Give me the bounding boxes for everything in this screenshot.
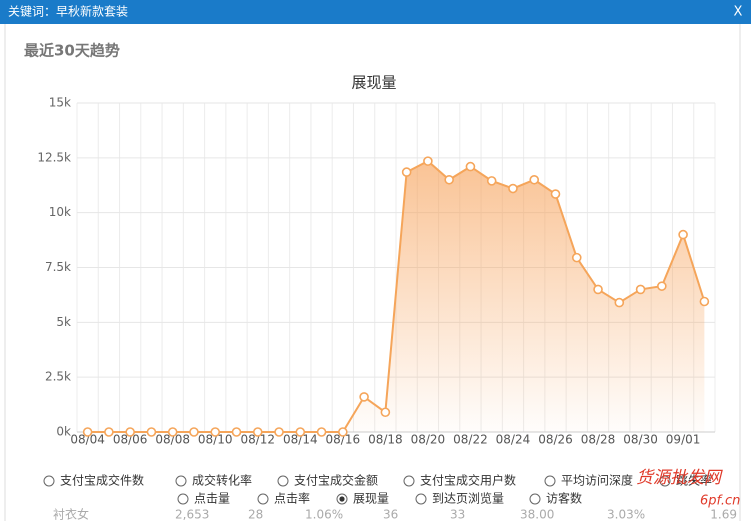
point <box>635 284 646 295</box>
point <box>316 427 327 437</box>
radio[interactable] <box>43 475 55 487</box>
radio[interactable] <box>257 493 269 505</box>
x-tick-label: 08/10 <box>198 433 233 447</box>
title-bar <box>0 0 751 24</box>
point <box>699 296 710 307</box>
y-tick-label: 7.5k <box>45 260 71 274</box>
radio-label[interactable]: 支付宝成交用户数 <box>420 473 516 488</box>
point <box>593 284 603 295</box>
x-tick-label: 08/30 <box>623 433 658 447</box>
point <box>167 427 178 437</box>
dialog-title: 关键词：早秋新款套装 <box>8 4 128 19</box>
radio-label[interactable]: 访客数 <box>546 491 582 506</box>
close-button[interactable]: X <box>734 5 743 20</box>
radio-label[interactable]: 跳失率 <box>676 473 712 488</box>
point <box>423 156 433 166</box>
radio-label[interactable]: 支付宝成交金额 <box>294 473 378 488</box>
point <box>444 174 454 185</box>
x-tick-label: 08/18 <box>368 433 403 447</box>
radio[interactable] <box>403 475 415 487</box>
point <box>125 427 135 437</box>
point <box>380 407 391 418</box>
radio-label[interactable]: 点击率 <box>274 491 310 506</box>
point <box>614 297 625 308</box>
table-cell: 33 <box>450 508 465 522</box>
point <box>252 427 263 437</box>
radio[interactable] <box>415 493 427 505</box>
radio-label[interactable]: 点击量 <box>194 492 230 506</box>
radio-label[interactable]: 展现量 <box>353 492 389 506</box>
radio-dot <box>339 496 345 502</box>
radio[interactable] <box>529 493 541 505</box>
point <box>338 427 348 437</box>
y-tick-label: 5k <box>56 315 71 329</box>
point <box>274 427 284 437</box>
y-tick-label: 0k <box>56 425 71 439</box>
x-tick-label: 08/04 <box>70 433 105 447</box>
y-tick-label: 2.5k <box>45 370 71 384</box>
point <box>82 427 93 437</box>
radio[interactable] <box>177 493 189 505</box>
point <box>231 427 242 437</box>
table-cell: 38.00 <box>520 508 554 522</box>
point <box>401 167 412 177</box>
chart-title: 展现量 <box>351 74 396 92</box>
x-tick-label: 08/12 <box>240 433 275 447</box>
radio-label[interactable]: 支付宝成交件数 <box>60 473 144 488</box>
point <box>550 189 561 199</box>
table-cell: 3.03% <box>607 508 645 522</box>
radio[interactable] <box>544 475 556 487</box>
point <box>529 174 540 185</box>
point <box>657 281 667 291</box>
table-cell: 28 <box>248 508 263 522</box>
radio-label[interactable]: 成交转化率 <box>192 473 252 488</box>
radio-label[interactable]: 平均访问深度 <box>561 473 633 488</box>
table-cell: 1.06% <box>305 508 343 522</box>
x-tick-label: 09/01 <box>666 433 701 447</box>
point <box>678 229 688 240</box>
point <box>571 252 582 263</box>
table-cell: 衬衣女 <box>53 507 89 522</box>
radio[interactable] <box>659 475 671 487</box>
watermark: 货源批发网 <box>636 468 723 488</box>
point <box>486 176 497 186</box>
table-cell: 1.69 <box>710 508 737 522</box>
radio[interactable] <box>277 475 289 487</box>
point <box>104 427 114 437</box>
y-tick-label: 12.5k <box>37 150 71 164</box>
x-tick-label: 08/16 <box>326 433 361 447</box>
x-tick-label: 08/28 <box>581 433 616 447</box>
x-tick-label: 08/08 <box>155 433 190 447</box>
point <box>359 392 369 402</box>
table-cell: 2,653 <box>175 508 209 522</box>
y-tick-label: 15k <box>49 96 71 110</box>
point <box>465 161 476 172</box>
x-tick-label: 08/06 <box>113 433 148 447</box>
x-tick-label: 08/26 <box>538 433 573 447</box>
table-cell: 36 <box>383 508 398 522</box>
point <box>146 427 157 437</box>
radio[interactable] <box>175 475 187 487</box>
point <box>189 427 199 437</box>
radio-label[interactable]: 到达页浏览量 <box>432 491 504 506</box>
x-tick-label: 08/20 <box>411 433 446 447</box>
x-tick-label: 08/22 <box>453 433 488 447</box>
x-tick-label: 08/24 <box>496 433 531 447</box>
point <box>210 427 221 437</box>
x-tick-label: 08/14 <box>283 433 318 447</box>
watermark-url: 6pf.cn <box>700 494 740 509</box>
y-tick-label: 10k <box>49 205 71 219</box>
point <box>295 427 306 437</box>
section-title: 最近30天趋势 <box>24 42 120 60</box>
point <box>508 183 518 194</box>
